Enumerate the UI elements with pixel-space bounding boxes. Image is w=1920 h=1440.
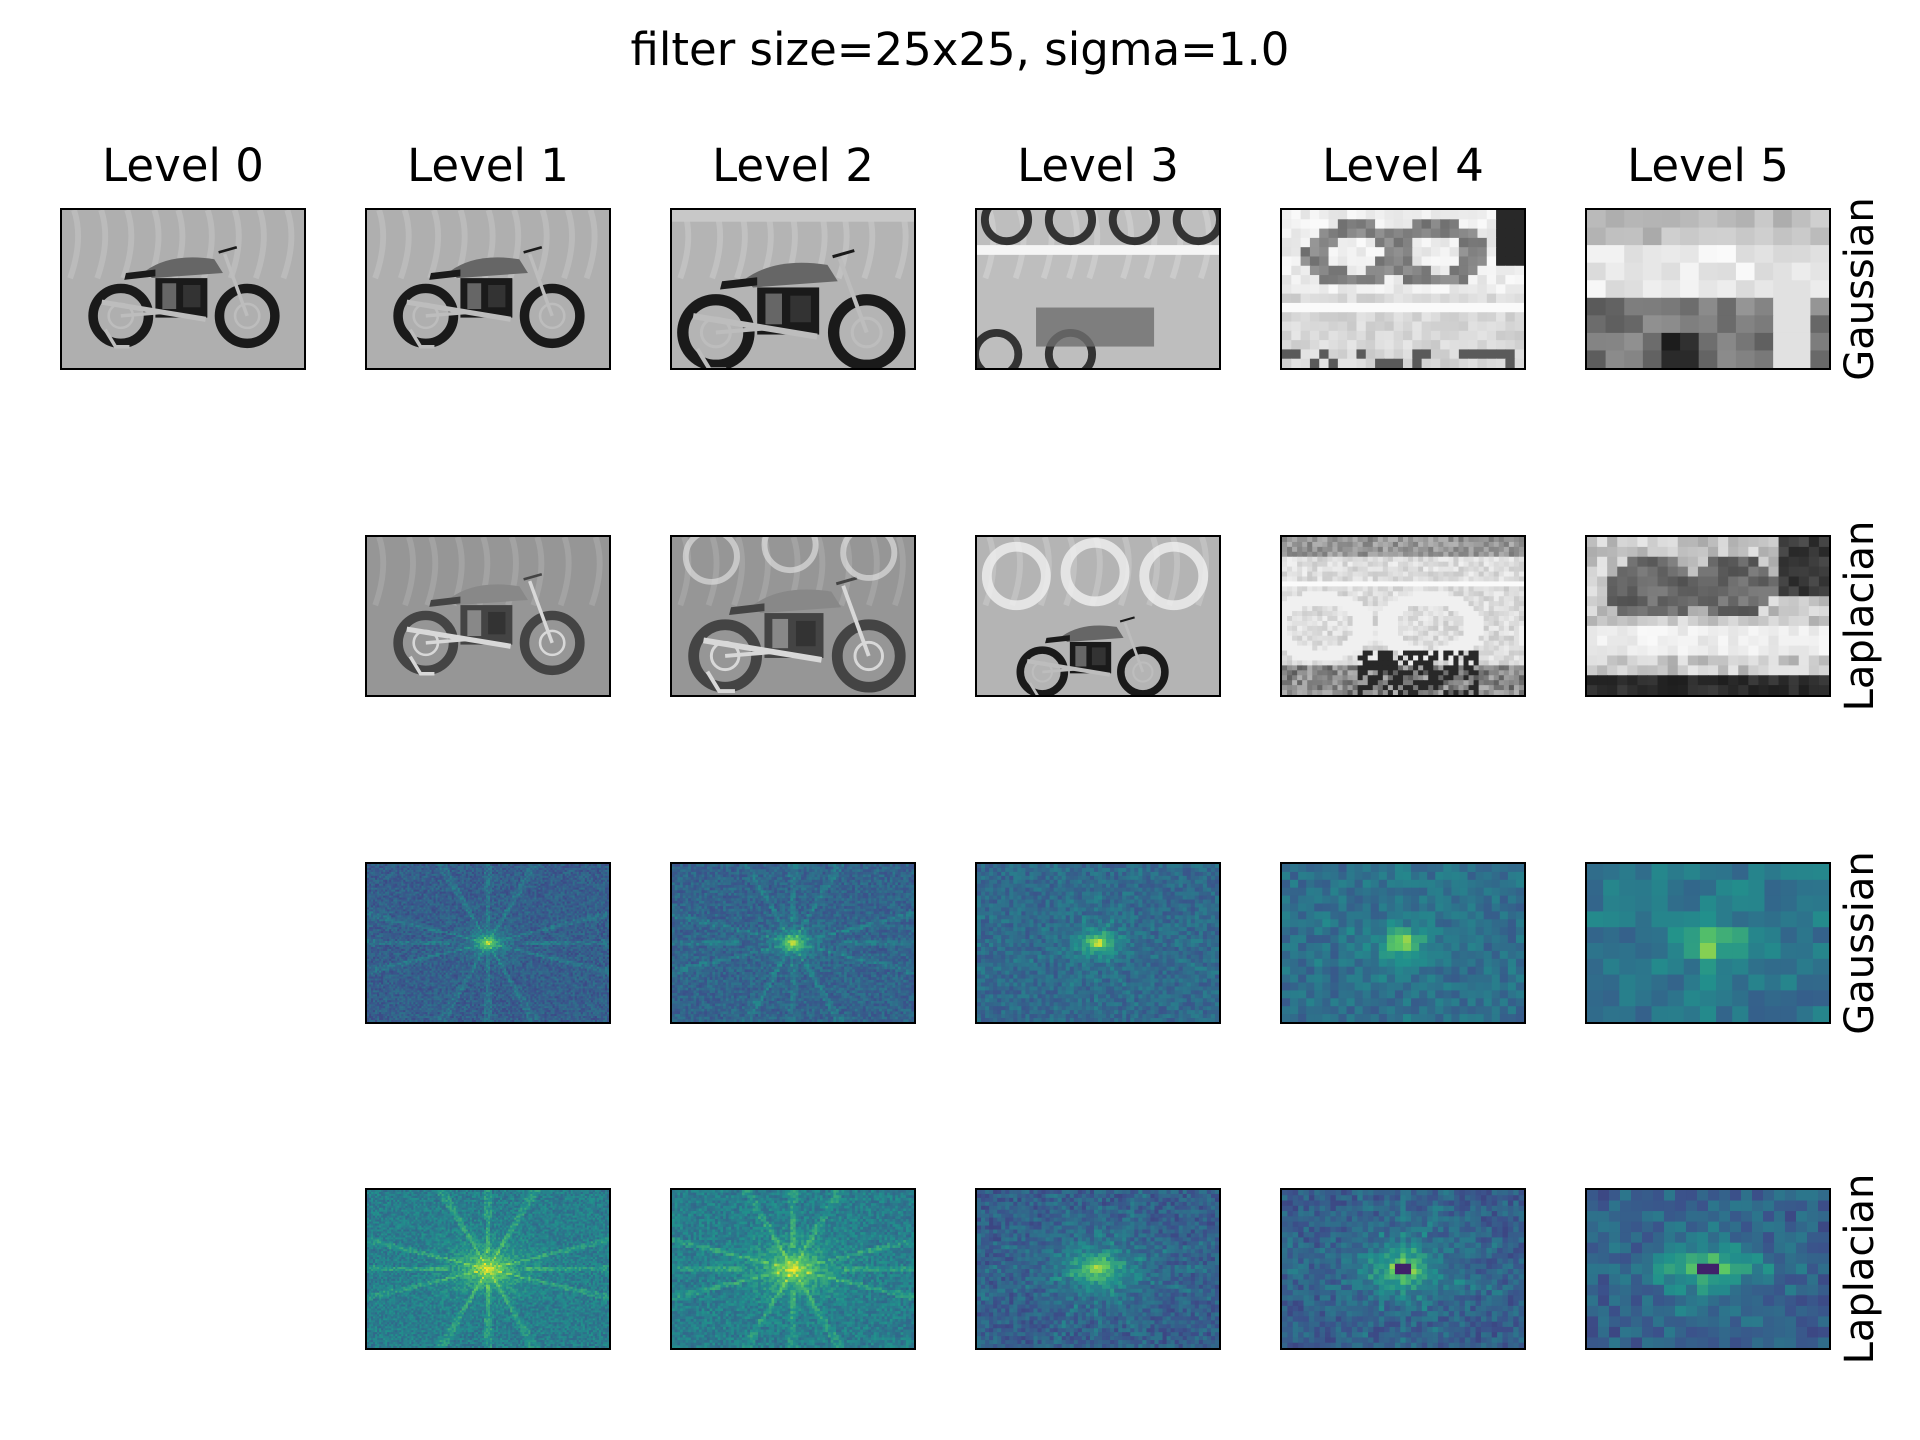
column-label-level-4: Level 4 [1253, 138, 1553, 194]
image-laplacian-level-5-image [1587, 537, 1829, 695]
spectrum-gaussian-level-3-image [977, 864, 1219, 1022]
image-gaussian-level-0-panel [60, 208, 306, 370]
column-label-level-3: Level 3 [948, 138, 1248, 194]
spectrum-laplacian-level-5-image [1587, 1190, 1829, 1348]
row-label-image-laplacian: Laplacian [1832, 506, 1888, 726]
image-gaussian-level-0-image [62, 210, 304, 368]
image-gaussian-level-1-panel [365, 208, 611, 370]
image-gaussian-level-3-panel [975, 208, 1221, 370]
image-gaussian-level-4-panel [1280, 208, 1526, 370]
image-gaussian-level-4-image [1282, 210, 1524, 368]
image-gaussian-level-2-panel [670, 208, 916, 370]
image-laplacian-level-3-image [977, 537, 1219, 695]
spectrum-gaussian-level-4-panel [1280, 862, 1526, 1024]
spectrum-laplacian-level-3-image [977, 1190, 1219, 1348]
row-label-spectrum-gaussian: Gaussian [1832, 833, 1888, 1053]
row-label-image-gaussian: Gaussian [1832, 179, 1888, 399]
image-gaussian-level-1-image [367, 210, 609, 368]
spectrum-gaussian-level-3-panel [975, 862, 1221, 1024]
column-label-level-0: Level 0 [33, 138, 333, 194]
column-label-level-1: Level 1 [338, 138, 638, 194]
spectrum-gaussian-level-2-image [672, 864, 914, 1022]
image-gaussian-level-3-image [977, 210, 1219, 368]
spectrum-laplacian-level-1-panel [365, 1188, 611, 1350]
spectrum-gaussian-level-1-panel [365, 862, 611, 1024]
spectrum-gaussian-level-5-image [1587, 864, 1829, 1022]
image-laplacian-level-5-panel [1585, 535, 1831, 697]
image-laplacian-level-2-image [672, 537, 914, 695]
spectrum-laplacian-level-1-image [367, 1190, 609, 1348]
column-label-level-5: Level 5 [1558, 138, 1858, 194]
image-laplacian-level-1-panel [365, 535, 611, 697]
spectrum-laplacian-level-4-panel [1280, 1188, 1526, 1350]
row-label-spectrum-laplacian: Laplacian [1832, 1159, 1888, 1379]
spectrum-laplacian-level-3-panel [975, 1188, 1221, 1350]
spectrum-laplacian-level-4-image [1282, 1190, 1524, 1348]
spectrum-laplacian-level-2-panel [670, 1188, 916, 1350]
figure-title: filter size=25x25, sigma=1.0 [0, 22, 1920, 78]
image-laplacian-level-4-image [1282, 537, 1524, 695]
image-gaussian-level-5-image [1587, 210, 1829, 368]
spectrum-gaussian-level-4-image [1282, 864, 1524, 1022]
spectrum-laplacian-level-5-panel [1585, 1188, 1831, 1350]
image-gaussian-level-5-panel [1585, 208, 1831, 370]
image-laplacian-level-1-image [367, 537, 609, 695]
spectrum-laplacian-level-2-image [672, 1190, 914, 1348]
spectrum-gaussian-level-5-panel [1585, 862, 1831, 1024]
image-laplacian-level-3-panel [975, 535, 1221, 697]
spectrum-gaussian-level-1-image [367, 864, 609, 1022]
column-label-level-2: Level 2 [643, 138, 943, 194]
image-gaussian-level-2-image [672, 210, 914, 368]
spectrum-gaussian-level-2-panel [670, 862, 916, 1024]
image-laplacian-level-2-panel [670, 535, 916, 697]
image-laplacian-level-4-panel [1280, 535, 1526, 697]
